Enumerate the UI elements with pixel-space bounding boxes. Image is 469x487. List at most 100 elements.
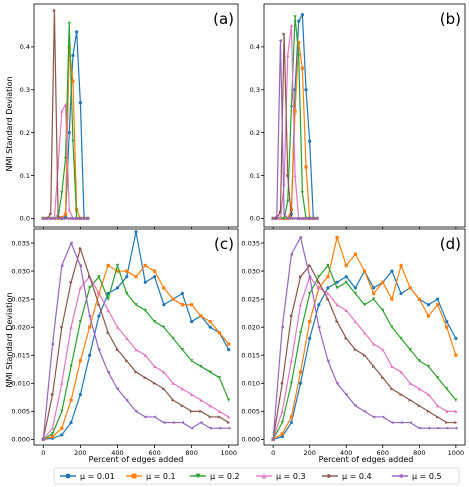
data-point: [208, 415, 212, 419]
y-tick-label: 0.005: [241, 408, 260, 416]
legend-entry: μ = 0.5: [392, 472, 442, 481]
data-point: [286, 53, 290, 58]
legend-marker: [397, 473, 403, 479]
data-point: [289, 381, 294, 385]
data-point: [50, 392, 55, 397]
data-point: [180, 387, 184, 391]
data-point: [271, 216, 275, 221]
data-point: [227, 398, 231, 402]
data-point: [326, 263, 330, 268]
data-point: [125, 275, 129, 279]
data-point: [199, 364, 203, 369]
data-point: [390, 297, 394, 301]
data-point: [134, 370, 138, 374]
data-point: [426, 303, 431, 307]
data-point: [217, 426, 222, 430]
x-tick-label: 200: [74, 449, 86, 457]
data-point: [454, 426, 458, 430]
series-0.3: [41, 275, 231, 441]
data-point: [69, 364, 73, 369]
x-axis-label-right: Percent of edges added: [319, 455, 414, 464]
data-point: [454, 353, 458, 357]
data-point: [67, 216, 71, 221]
data-point: [69, 398, 73, 402]
data-point: [435, 404, 440, 408]
data-point: [381, 415, 385, 419]
data-point: [308, 216, 312, 221]
y-tick-label: 0.3: [20, 86, 30, 94]
data-point: [52, 216, 56, 221]
data-point: [304, 216, 308, 221]
data-point: [199, 409, 203, 413]
legend-marker: [261, 473, 267, 479]
data-point: [399, 291, 403, 296]
data-point: [78, 216, 82, 221]
y-tick-label: 0.0: [250, 215, 260, 223]
data-point: [408, 286, 412, 290]
data-point: [50, 434, 55, 439]
data-point: [208, 426, 212, 430]
data-point: [162, 387, 166, 391]
data-point: [280, 434, 284, 439]
data-point: [289, 359, 294, 363]
data-point: [317, 303, 321, 307]
data-point: [69, 241, 73, 245]
data-point: [60, 433, 64, 437]
data-point: [362, 303, 367, 307]
data-point: [390, 325, 394, 329]
data-point: [293, 216, 297, 221]
data-point: [454, 409, 458, 413]
data-point: [280, 381, 284, 385]
data-point: [426, 426, 431, 430]
data-point: [97, 291, 101, 296]
legend-entry: μ = 0.01: [60, 472, 115, 481]
data-point: [97, 314, 101, 318]
data-point: [208, 319, 212, 324]
data-point: [282, 32, 286, 36]
legend-entry: μ = 0.2: [190, 472, 240, 481]
data-point: [344, 263, 348, 268]
data-point: [162, 420, 166, 425]
data-point: [298, 370, 303, 374]
data-point: [454, 420, 458, 425]
data-point: [289, 216, 294, 221]
data-point: [190, 426, 194, 430]
data-point: [134, 275, 138, 279]
data-point: [78, 359, 82, 363]
data-point: [88, 286, 92, 290]
data-point: [426, 409, 431, 413]
legend-marker: [195, 473, 201, 479]
data-point: [134, 303, 138, 307]
data-point: [454, 398, 458, 402]
data-point: [390, 269, 394, 273]
data-point: [171, 297, 175, 301]
data-point: [143, 263, 147, 268]
data-point: [317, 325, 321, 329]
data-point: [280, 432, 284, 436]
data-point: [152, 319, 157, 324]
y-tick-label: 0.000: [241, 436, 260, 444]
data-point: [199, 420, 203, 425]
data-point: [162, 370, 166, 374]
data-point: [344, 336, 348, 341]
data-point: [280, 409, 284, 413]
data-point: [435, 376, 440, 380]
data-point: [445, 409, 449, 413]
series-0.4: [41, 246, 231, 441]
data-point: [278, 216, 283, 221]
data-point: [408, 420, 412, 425]
data-point: [63, 156, 68, 160]
panel-c: 0 200 400 600 800 1000 0.000 0.005 0.010 0.015 0.0…: [11, 228, 239, 457]
data-point: [69, 280, 73, 284]
data-point: [190, 392, 194, 397]
data-point: [69, 420, 73, 425]
data-point: [143, 280, 147, 284]
data-point: [335, 381, 339, 385]
data-point: [180, 348, 184, 352]
data-point: [311, 216, 315, 221]
data-point: [60, 109, 64, 113]
series-0.4: [271, 263, 458, 441]
data-point: [143, 376, 147, 380]
y-tick-label: 0.1: [20, 172, 30, 180]
